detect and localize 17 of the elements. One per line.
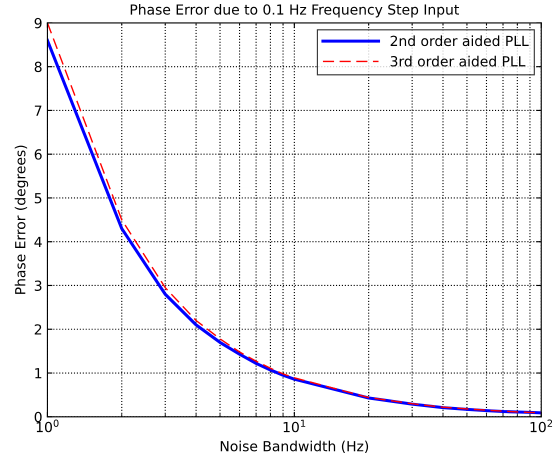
- chart-title: Phase Error due to 0.1 Hz Frequency Step Input: [130, 4, 459, 18]
- legend-label: 3rd order aided PLL: [390, 56, 526, 67]
- y-tick-label: 8: [34, 62, 42, 72]
- y-tick-label: 3: [34, 280, 42, 291]
- y-axis-title: Phase Error (degrees): [14, 146, 28, 294]
- y-tick-label: 7: [34, 106, 42, 116]
- x-axis-title: Noise Bandwidth (Hz): [220, 440, 368, 454]
- y-tick-label: 1: [35, 368, 42, 378]
- y-tick-label: 5: [34, 193, 42, 204]
- y-tick-label: 9: [34, 18, 42, 28]
- y-tick-label: 0: [34, 412, 42, 422]
- legend-label: 2nd order aided PLL: [390, 35, 529, 46]
- y-tick-label: 2: [34, 324, 42, 335]
- x-tick-label: 10$^{2}$: [530, 420, 552, 432]
- x-tick-label: 10$^{1}$: [284, 420, 306, 432]
- y-tick-label: 4: [34, 236, 42, 247]
- y-tick-label: 6: [34, 149, 42, 160]
